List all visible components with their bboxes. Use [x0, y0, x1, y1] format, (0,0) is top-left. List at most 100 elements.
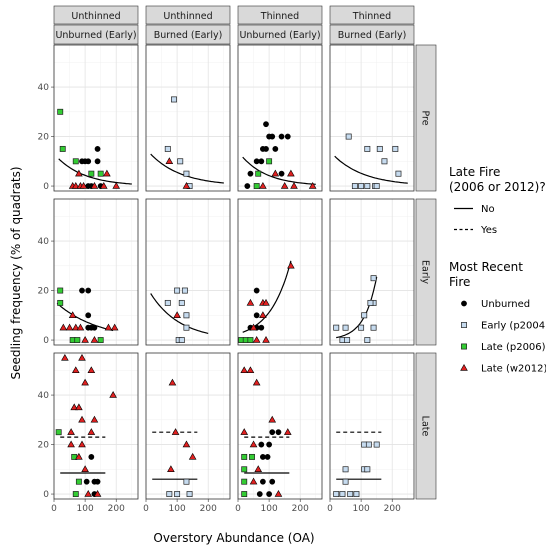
data-point	[370, 324, 377, 331]
strip-box	[415, 44, 437, 192]
data-point	[78, 415, 86, 423]
data-point	[59, 145, 66, 152]
data-point	[103, 169, 111, 177]
data-point	[93, 490, 102, 497]
legend-label: Late (p2006)	[481, 342, 546, 353]
fitted-curve	[58, 158, 132, 185]
panel-data	[150, 96, 224, 190]
panel-data	[238, 260, 295, 344]
panel-border	[145, 352, 231, 500]
fitted-curve	[150, 293, 209, 334]
data-point	[255, 170, 262, 177]
column-strip-top: Thinned	[237, 5, 323, 25]
data-point	[79, 182, 88, 189]
legend-label: Yes	[480, 225, 497, 236]
data-point	[79, 287, 85, 294]
data-point	[94, 146, 101, 152]
data-point	[84, 490, 93, 497]
data-point	[85, 312, 92, 319]
strip-label: Thinned	[260, 11, 299, 22]
data-point	[241, 466, 248, 473]
data-point	[373, 441, 380, 448]
data-point	[167, 465, 175, 473]
panel-background	[146, 199, 230, 345]
data-point	[269, 133, 276, 140]
strip-label: Unthinned	[163, 11, 212, 22]
data-point	[253, 312, 260, 319]
data-point	[274, 490, 283, 497]
panel-background	[54, 45, 138, 191]
data-point	[94, 478, 101, 485]
panel-border	[329, 44, 415, 192]
data-point	[358, 183, 365, 190]
data-point	[266, 158, 273, 165]
data-point	[249, 440, 258, 448]
data-point	[183, 170, 190, 177]
data-point	[65, 323, 74, 331]
panel-frame	[145, 44, 231, 192]
data-point	[71, 366, 80, 374]
row-strip: Late	[415, 352, 437, 500]
data-point	[174, 491, 181, 498]
data-point	[57, 299, 64, 306]
data-point	[246, 366, 255, 374]
strip-label: Unburned (Early)	[239, 30, 320, 41]
x-tick-label: 0	[327, 504, 333, 514]
column-strip-top: Thinned	[329, 5, 415, 25]
x-tick-label: 200	[200, 504, 217, 514]
data-point	[361, 312, 368, 319]
panel-data	[240, 366, 292, 498]
data-point	[351, 183, 358, 190]
x-tick-label: 100	[169, 504, 186, 514]
data-point	[342, 466, 349, 473]
strip-label: Thinned	[352, 11, 391, 22]
data-point	[263, 146, 269, 152]
x-tick-label: 0	[143, 504, 149, 514]
panel-data	[56, 287, 119, 344]
data-point	[284, 133, 291, 140]
data-point	[181, 287, 188, 294]
data-point	[81, 465, 89, 473]
column-strip-top: Unthinned	[145, 5, 231, 25]
data-point	[72, 158, 79, 165]
panel-frame	[145, 352, 231, 500]
legend-key-marker	[461, 322, 467, 328]
column-strip-bottom: Unburned (Early)	[53, 24, 139, 45]
data-point	[81, 378, 89, 386]
data-point	[247, 170, 254, 177]
legend-title-recent-fire: Fire	[449, 275, 470, 289]
data-point	[178, 337, 185, 344]
panel-frame	[237, 352, 323, 500]
data-point	[373, 183, 380, 190]
strip-box	[329, 5, 415, 25]
panel-background	[238, 199, 322, 345]
panel-frame	[329, 352, 415, 500]
data-point	[67, 428, 75, 435]
data-point	[81, 336, 89, 343]
row-strip: Early	[415, 198, 437, 346]
data-point	[342, 478, 349, 485]
data-point	[308, 182, 317, 189]
data-point	[71, 323, 80, 331]
y-tick-label: 0	[43, 182, 49, 192]
data-point	[278, 170, 285, 177]
panel-data	[242, 121, 317, 190]
legend-title-late-fire: Late Fire	[449, 165, 500, 179]
data-point	[183, 324, 190, 331]
panel-border	[145, 198, 231, 346]
data-point	[59, 323, 68, 331]
fitted-curve	[334, 155, 408, 184]
y-tick-label: 40	[38, 237, 50, 247]
panel-data	[333, 275, 378, 344]
data-point	[67, 440, 75, 448]
data-point	[57, 287, 64, 294]
fitted-curve	[56, 302, 114, 332]
strip-label: Unburned (Early)	[55, 30, 136, 41]
data-point	[347, 491, 354, 498]
data-point	[358, 324, 365, 331]
panel-background	[54, 353, 138, 499]
data-point	[85, 287, 92, 294]
x-tick-label: 200	[292, 504, 309, 514]
panel-background	[330, 45, 414, 191]
data-point	[83, 478, 90, 485]
